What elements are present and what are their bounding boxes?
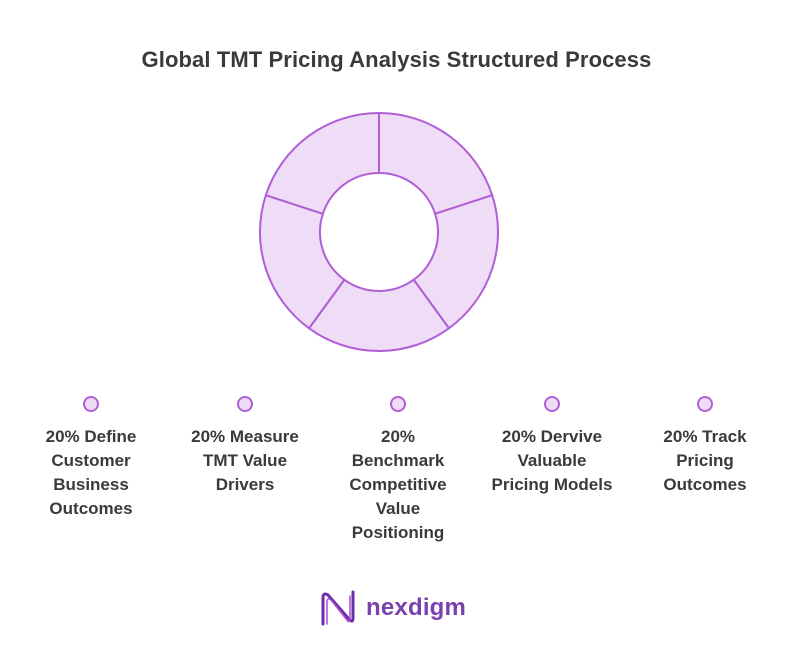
legend-label-2: 20% Measure TMT Value Drivers <box>191 427 299 494</box>
legend-item-2: 20% Measure TMT Value Drivers <box>170 396 320 497</box>
donut-slice-5 <box>264 112 380 215</box>
legend-label-3: 20% Benchmark Competitive Value Position… <box>349 427 447 542</box>
legend-label-5: 20% Track Pricing Outcomes <box>663 427 747 494</box>
brand-logo: nexdigm <box>318 588 466 628</box>
legend-marker-5 <box>697 396 713 412</box>
nexdigm-n-logo-icon <box>321 590 355 626</box>
legend-item-3: 20% Benchmark Competitive Value Position… <box>323 396 473 545</box>
donut-slice-4 <box>259 194 346 330</box>
legend-marker-2 <box>237 396 253 412</box>
donut-slice-2 <box>412 194 499 330</box>
legend-label-1: 20% Define Customer Business Outcomes <box>45 427 137 518</box>
legend-item-4: 20% Dervive Valuable Pricing Models <box>477 396 627 497</box>
legend-marker-1 <box>83 396 99 412</box>
brand-name: nexdigm <box>366 594 467 621</box>
legend-item-5: 20% Track Pricing Outcomes <box>630 396 780 497</box>
donut-slice-3 <box>308 278 450 352</box>
legend-marker-3 <box>390 396 406 412</box>
legend-marker-4 <box>544 396 560 412</box>
legend-label-4: 20% Dervive Valuable Pricing Models <box>491 427 613 494</box>
legend-item-1: 20% Define Customer Business Outcomes <box>16 396 166 521</box>
donut-slice-1 <box>378 112 494 215</box>
chart-title: Global TMT Pricing Analysis Structured P… <box>141 47 652 72</box>
